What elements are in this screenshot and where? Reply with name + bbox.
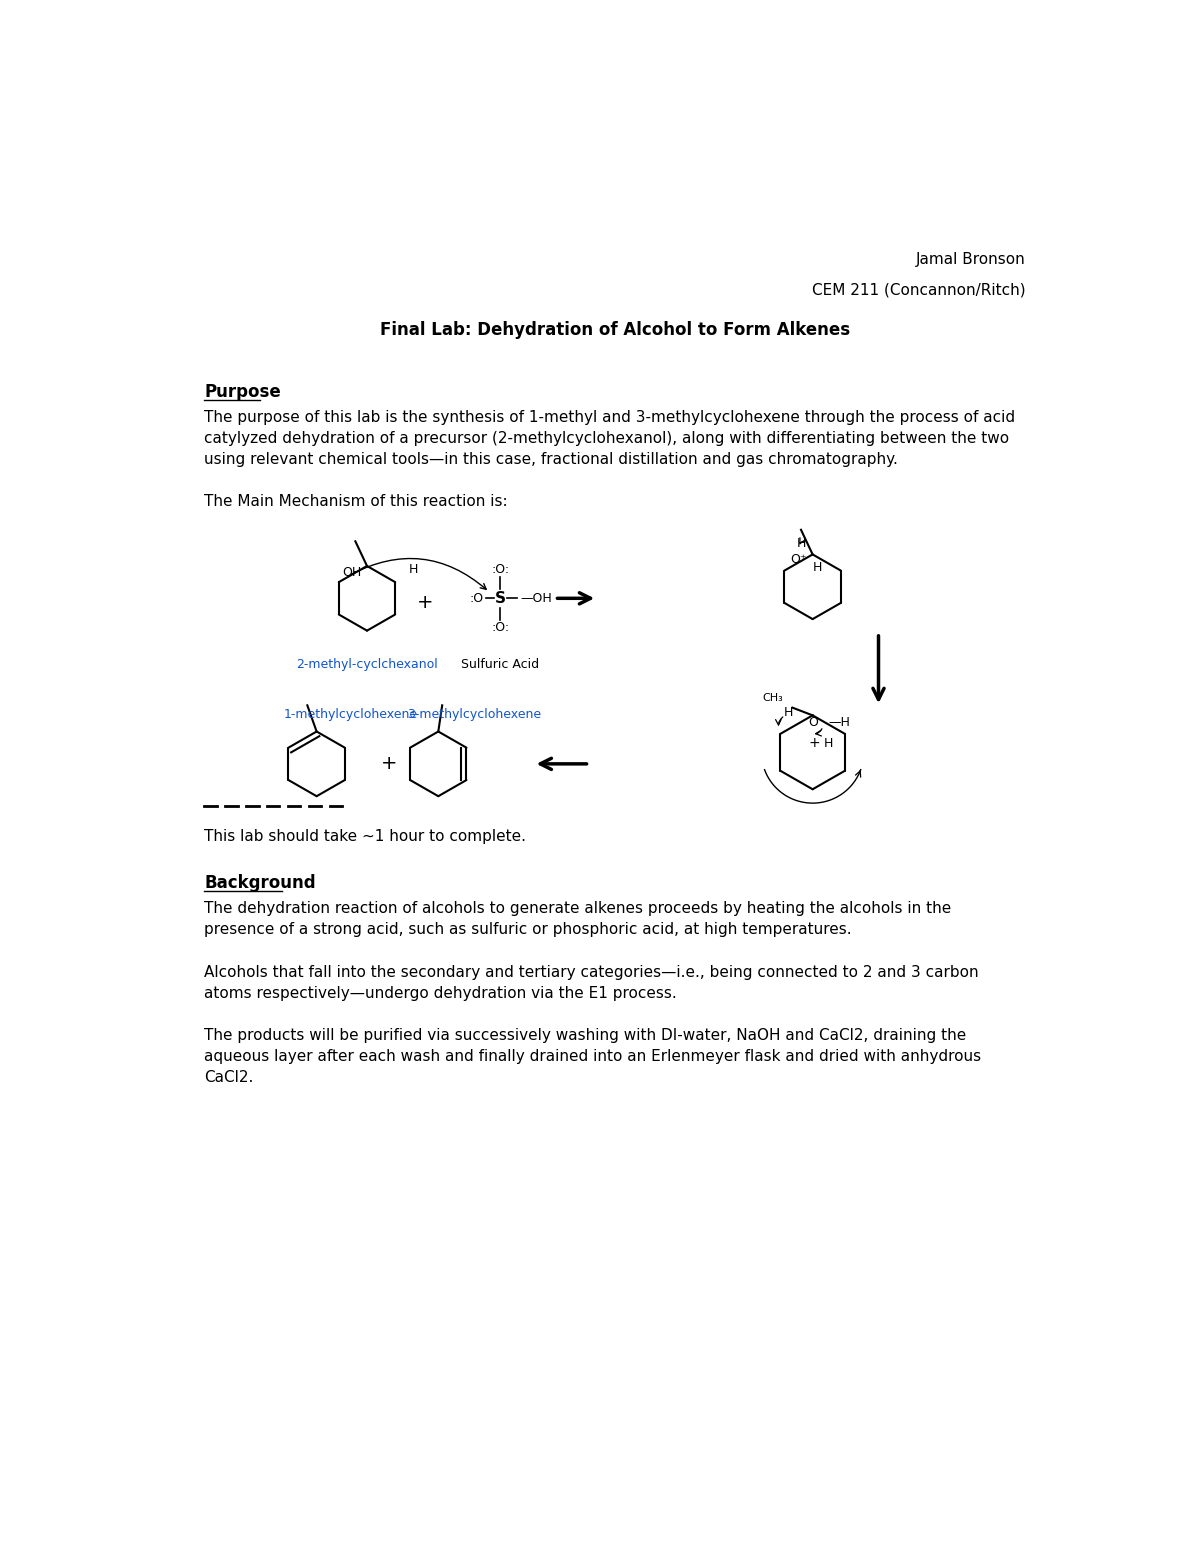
Text: O: O: [808, 716, 818, 728]
Text: 1-methylcyclohexene: 1-methylcyclohexene: [283, 708, 418, 721]
Text: H: H: [409, 562, 418, 576]
Text: Sulfuric Acid: Sulfuric Acid: [461, 657, 539, 671]
Text: This lab should take ~1 hour to complete.: This lab should take ~1 hour to complete…: [204, 829, 527, 845]
Text: +: +: [416, 593, 433, 612]
Text: Jamal Bronson: Jamal Bronson: [916, 252, 1026, 267]
Text: 3-methylcyclohexene: 3-methylcyclohexene: [407, 708, 541, 721]
Text: +: +: [380, 755, 397, 773]
Text: 2-methyl-cyclchexanol: 2-methyl-cyclchexanol: [296, 657, 438, 671]
Text: H: H: [823, 736, 833, 750]
Text: Background: Background: [204, 874, 316, 891]
Text: OH: OH: [342, 565, 361, 579]
Text: :O:: :O:: [491, 621, 509, 634]
Text: H: H: [812, 561, 822, 575]
Text: Final Lab: Dehydration of Alcohol to Form Alkenes: Final Lab: Dehydration of Alcohol to For…: [380, 321, 850, 339]
Text: The purpose of this lab is the synthesis of 1-methyl and 3-methylcyclohexene thr: The purpose of this lab is the synthesis…: [204, 410, 1015, 466]
Text: Alcohols that fall into the secondary and tertiary categories—i.e., being connec: Alcohols that fall into the secondary an…: [204, 964, 979, 1000]
Text: The dehydration reaction of alcohols to generate alkenes proceeds by heating the: The dehydration reaction of alcohols to …: [204, 901, 952, 936]
Text: CEM 211 (Concannon/Ritch): CEM 211 (Concannon/Ritch): [812, 283, 1026, 298]
Text: S: S: [494, 590, 506, 606]
Text: —H: —H: [828, 716, 851, 728]
Text: The products will be purified via successively washing with DI-water, NaOH and C: The products will be purified via succes…: [204, 1028, 982, 1086]
Text: The Main Mechanism of this reaction is:: The Main Mechanism of this reaction is:: [204, 494, 508, 509]
Text: O⁺: O⁺: [790, 553, 806, 567]
Text: H: H: [784, 705, 793, 719]
Text: H: H: [797, 537, 806, 550]
Text: Purpose: Purpose: [204, 382, 281, 401]
Text: CH₃: CH₃: [762, 693, 782, 704]
Text: —OH: —OH: [521, 592, 552, 604]
Text: :O:: :O:: [491, 562, 509, 576]
Text: +: +: [809, 736, 820, 750]
Text: :O: :O: [470, 592, 484, 604]
